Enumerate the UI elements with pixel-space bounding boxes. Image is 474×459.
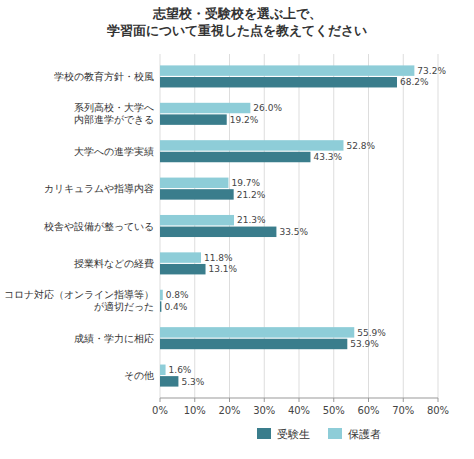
data-label: 13.1% bbox=[209, 264, 238, 274]
tick-mark bbox=[368, 398, 369, 402]
bar bbox=[160, 327, 354, 337]
tick-label: 70% bbox=[392, 405, 414, 416]
legend-swatch bbox=[328, 428, 342, 439]
bar bbox=[160, 178, 228, 188]
data-label: 11.8% bbox=[204, 253, 233, 263]
tick-mark bbox=[229, 398, 230, 402]
category-label: 授業料などの経費 bbox=[74, 258, 154, 269]
data-label: 68.2% bbox=[400, 77, 429, 87]
tick-label: 40% bbox=[288, 405, 310, 416]
title: 志望校・受験校を選ぶ上で、学習面について重視した点を教えてください bbox=[107, 6, 367, 38]
category-label: 校舎や設備が整っている bbox=[43, 221, 154, 232]
bar bbox=[160, 252, 201, 262]
data-label: 5.3% bbox=[181, 377, 204, 387]
tick-mark bbox=[264, 398, 265, 402]
bar bbox=[160, 77, 397, 87]
tick-label: 60% bbox=[357, 405, 379, 416]
legend-label: 保護者 bbox=[348, 428, 381, 441]
bar bbox=[160, 65, 414, 75]
tick-label: 80% bbox=[427, 405, 449, 416]
tick-mark bbox=[403, 398, 404, 402]
category-label: 大学への進学実績 bbox=[74, 146, 154, 157]
bar bbox=[160, 140, 343, 150]
data-label: 19.7% bbox=[231, 178, 260, 188]
category-label: カリキュラムや指導内容 bbox=[44, 183, 154, 194]
data-labels: 68.2%19.2%43.3%21.2%33.5%13.1%0.4%53.9%5… bbox=[164, 66, 446, 387]
tick-mark bbox=[194, 398, 195, 402]
chart: 志望校・受験校を選ぶ上で、学習面について重視した点を教えてください 0% 10% 20… bbox=[0, 0, 474, 459]
legend-label: 受験生 bbox=[277, 428, 310, 441]
data-label: 19.2% bbox=[230, 115, 259, 125]
legend-swatch bbox=[257, 428, 271, 439]
data-label: 53.9% bbox=[350, 339, 379, 349]
grid-line bbox=[403, 54, 404, 398]
data-label: 26.0% bbox=[253, 103, 282, 113]
tick-label: 20% bbox=[218, 405, 240, 416]
category-label: 学校の教育方針・校風 bbox=[54, 71, 154, 82]
bar bbox=[160, 189, 234, 199]
data-label: 1.6% bbox=[169, 365, 192, 375]
data-label: 43.3% bbox=[313, 152, 342, 162]
tick-mark bbox=[160, 398, 161, 402]
tick-label: 0% bbox=[152, 405, 168, 416]
grid-line bbox=[438, 54, 439, 398]
tick-mark bbox=[438, 398, 439, 402]
legend: 受験生 保護者 bbox=[257, 428, 381, 441]
bar bbox=[160, 339, 347, 349]
category-label: その他 bbox=[124, 370, 154, 381]
data-label: 0.4% bbox=[164, 302, 187, 312]
bar bbox=[160, 301, 161, 311]
data-label: 55.9% bbox=[357, 328, 386, 338]
tick-label: 10% bbox=[184, 405, 206, 416]
bar bbox=[160, 290, 163, 300]
bar bbox=[160, 152, 310, 162]
bar bbox=[160, 114, 227, 124]
bar bbox=[160, 227, 276, 237]
data-label: 33.5% bbox=[279, 227, 308, 237]
category-label: コロナ対応（オンライン指導等）が適切だった bbox=[4, 289, 154, 312]
tick-mark bbox=[299, 398, 300, 402]
data-label: 21.2% bbox=[237, 190, 266, 200]
data-label: 52.8% bbox=[346, 141, 375, 151]
data-label: 0.8% bbox=[166, 290, 189, 300]
category-label: 系列高校・大学へ内部進学ができる bbox=[74, 102, 154, 125]
data-label: 21.3% bbox=[237, 215, 266, 225]
bar bbox=[160, 215, 234, 225]
tick-label: 30% bbox=[253, 405, 275, 416]
bar bbox=[160, 376, 178, 386]
tick-mark bbox=[333, 398, 334, 402]
category-label: 成績・学力に相応 bbox=[74, 333, 154, 344]
bar bbox=[160, 264, 206, 274]
tick-label: 50% bbox=[323, 405, 345, 416]
bars bbox=[160, 65, 414, 386]
x-axis bbox=[160, 398, 438, 399]
grid bbox=[160, 54, 438, 398]
data-label: 73.2% bbox=[417, 66, 446, 76]
bar bbox=[160, 103, 250, 113]
bar bbox=[160, 365, 166, 375]
